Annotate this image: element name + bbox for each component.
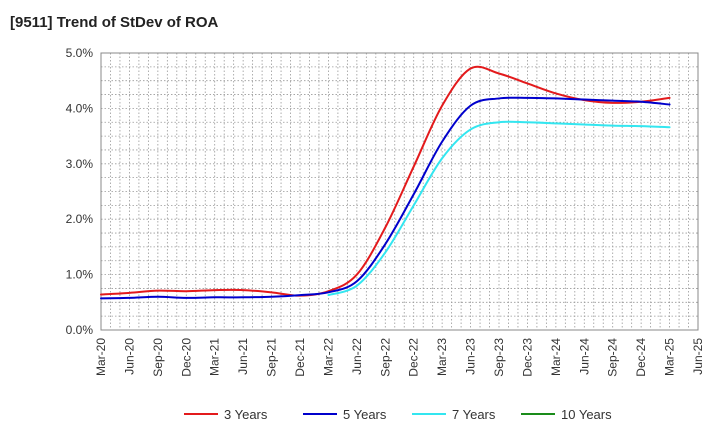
series-line-3 [327, 120, 671, 297]
y-tick-label: 3.0% [66, 157, 94, 171]
x-tick-label: Jun-24 [577, 338, 591, 375]
x-tick-label: Sep-21 [265, 338, 279, 377]
x-tick-label: Jun-23 [464, 338, 478, 375]
legend-label-4: 10 Years [561, 407, 612, 422]
y-tick-label: 0.0% [66, 323, 94, 337]
x-tick-label: Jun-21 [236, 338, 250, 375]
plot-border [100, 52, 699, 331]
x-tick-label: Jun-22 [350, 338, 364, 375]
x-tick-label: Dec-23 [520, 338, 534, 377]
x-tick-label: Dec-22 [407, 338, 421, 377]
x-tick-label: Jun-20 [122, 338, 136, 375]
legend-label-1: 3 Years [224, 407, 268, 422]
x-tick-label: Mar-20 [94, 338, 108, 376]
legend-label-3: 7 Years [452, 407, 496, 422]
chart-title: [9511] Trend of StDev of ROA [10, 14, 219, 31]
x-tick-label: Mar-25 [663, 338, 677, 376]
x-tick-label: Mar-21 [208, 338, 222, 376]
x-tick-label: Mar-23 [435, 338, 449, 376]
x-tick-label: Sep-23 [492, 338, 506, 377]
series-line-2 [100, 96, 671, 300]
x-tick-label: Sep-22 [378, 338, 392, 377]
y-tick-label: 5.0% [66, 46, 94, 60]
y-tick-label: 2.0% [66, 212, 94, 226]
y-tick-label: 4.0% [66, 101, 94, 115]
x-tick-label: Mar-24 [549, 338, 563, 376]
x-tick-label: Jun-25 [691, 338, 705, 375]
x-tick-label: Sep-20 [151, 338, 165, 377]
x-tick-label: Mar-22 [321, 338, 335, 376]
legend-label-2: 5 Years [343, 407, 387, 422]
x-tick-label: Dec-21 [293, 338, 307, 377]
x-tick-label: Dec-24 [634, 338, 648, 377]
x-tick-label: Dec-20 [179, 338, 193, 377]
x-tick-label: Sep-24 [606, 338, 620, 377]
y-tick-label: 1.0% [66, 268, 94, 282]
